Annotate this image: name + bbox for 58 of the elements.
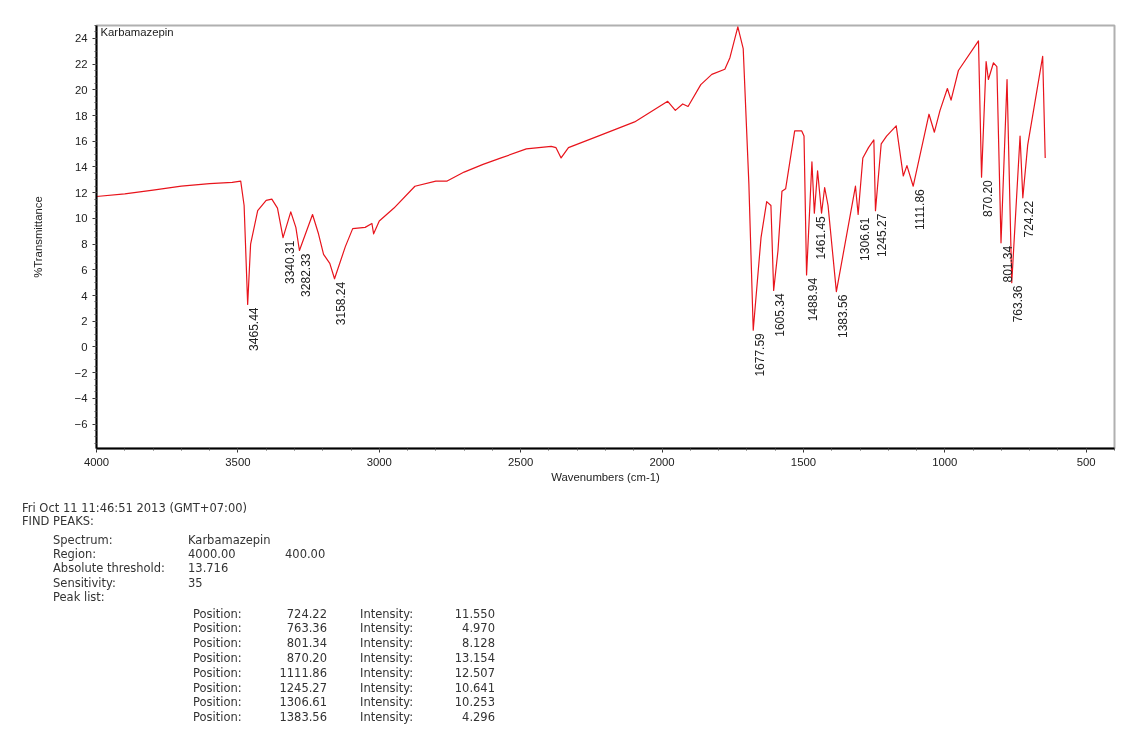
- y-tick-label: 0: [81, 340, 88, 353]
- y-tick-label: −6: [74, 418, 88, 431]
- x-tick-label: 2500: [508, 455, 534, 468]
- y-tick-label: 20: [74, 83, 88, 96]
- x-tick-label: 1000: [932, 455, 958, 468]
- annotation: 3282.33: [298, 253, 313, 297]
- y-tick-label: 18: [74, 109, 88, 122]
- text: Position: 870.20 Intensity: 13.154: [193, 651, 495, 665]
- y-tick-label: 22: [74, 58, 88, 71]
- annotation: 801.34: [1000, 245, 1015, 283]
- text: Position: 801.34 Intensity: 8.128: [193, 636, 495, 650]
- text: Sensitivity: 35: [53, 576, 203, 590]
- y-tick-label: −2: [74, 366, 88, 379]
- text: Position: 1245.27 Intensity: 10.641: [193, 681, 495, 695]
- annotation: 763.36: [1011, 285, 1026, 323]
- annotation: 3158.24: [334, 281, 349, 326]
- annotation: 1677.59: [752, 332, 767, 377]
- y-tick-label: 24: [74, 32, 88, 45]
- annotation: 1461.45: [813, 215, 828, 260]
- x-tick-label: 1500: [790, 455, 817, 468]
- annotation: 1488.94: [806, 277, 821, 322]
- x-tick-label: 500: [1076, 455, 1096, 468]
- annotation: 3340.31: [282, 240, 297, 285]
- annotation: 1306.61: [857, 217, 872, 261]
- x-tick-label: 3500: [225, 455, 251, 468]
- text: Position: 763.36 Intensity: 4.970: [193, 621, 495, 635]
- text: FIND PEAKS:: [22, 513, 94, 529]
- annotation: 1605.34: [773, 293, 788, 337]
- y-tick-label: 12: [74, 186, 88, 199]
- text: Peak list:: [53, 590, 105, 605]
- annotation: 1111.86: [912, 188, 927, 230]
- text: Position: 724.22 Intensity: 11.550: [193, 607, 495, 621]
- x-axis-title: Wavenumbers (cm-1): [551, 470, 660, 483]
- text: Region: 4000.00 400.00: [53, 547, 326, 561]
- y-tick-label: 2: [81, 315, 88, 328]
- y-axis-title: %Transmittance: [31, 196, 44, 278]
- y-tick-label: 8: [81, 238, 88, 251]
- annotation: 724.22: [1022, 200, 1037, 238]
- text: Absolute threshold: 13.716: [53, 561, 229, 575]
- x-tick-label: 4000: [83, 455, 110, 468]
- y-tick-label: 16: [74, 135, 88, 148]
- text: Position: 1111.86 Intensity: 12.507: [193, 666, 495, 680]
- text: Position: 1306.61 Intensity: 10.253: [193, 695, 495, 709]
- y-tick-label: 6: [81, 263, 88, 276]
- x-tick-label: 3000: [366, 455, 392, 468]
- text: Fri Oct 11 11:46:51 2013 (GMT+07:00): [22, 500, 248, 516]
- annotation: 3465.44: [247, 307, 262, 351]
- x-tick-label: 2000: [649, 455, 675, 468]
- y-tick-label: 10: [74, 212, 88, 225]
- annotation: 1245.27: [874, 213, 889, 258]
- y-tick-label: 14: [74, 160, 88, 173]
- y-tick-label: −4: [74, 392, 88, 405]
- annotation: 1383.56: [835, 294, 850, 339]
- annotation: 870.20: [981, 179, 996, 217]
- text: Spectrum: Karbamazepin: [53, 533, 271, 547]
- text: Position: 1383.56 Intensity: 4.296: [193, 710, 495, 724]
- y-tick-label: 4: [81, 289, 88, 302]
- chart-title: Karbamazepin: [100, 25, 174, 38]
